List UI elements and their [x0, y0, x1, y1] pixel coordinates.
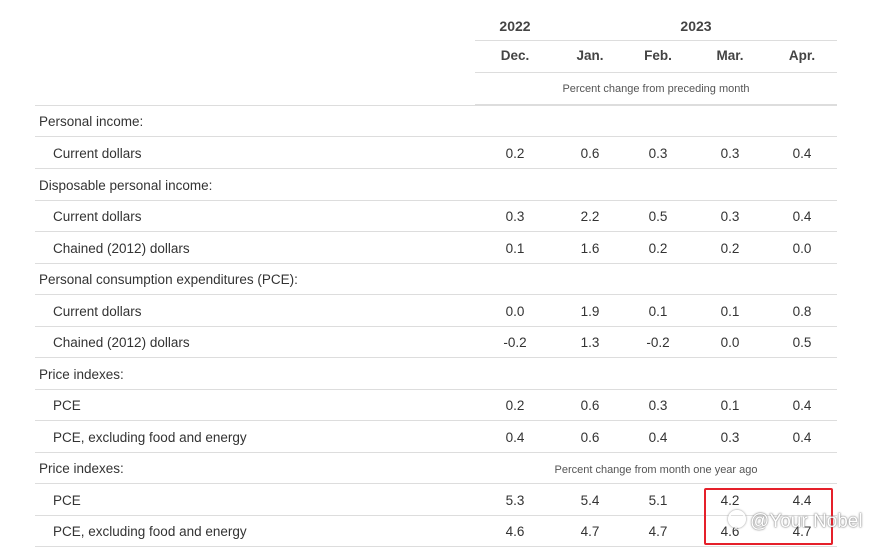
month-dec: Dec. [500, 48, 530, 63]
value-cell: 0.1 [648, 304, 668, 319]
value-cell: 0.4 [792, 398, 812, 413]
value-cell: 1.6 [580, 241, 600, 256]
value-cell: 0.2 [505, 146, 525, 161]
value-cell: 0.4 [792, 209, 812, 224]
section-row: Price indexes: [35, 453, 837, 484]
month-rule [475, 72, 837, 73]
value-cell: 1.3 [580, 335, 600, 350]
value-cell: 0.4 [505, 430, 525, 445]
row-label: Current dollars [53, 209, 142, 224]
section-label: Personal income: [39, 114, 144, 129]
table-row: PCE 5.3 5.4 5.1 4.2 4.4 [35, 485, 837, 516]
table-row: Current dollars 0.0 1.9 0.1 0.1 0.8 [35, 296, 837, 327]
value-cell: 0.6 [580, 430, 600, 445]
value-cell: 0.3 [648, 146, 668, 161]
value-cell: 0.6 [580, 398, 600, 413]
table-top-rule [35, 105, 837, 106]
value-cell: 4.7 [792, 524, 812, 539]
table-row: Current dollars 0.2 0.6 0.3 0.3 0.4 [35, 138, 837, 169]
table-row: Chained (2012) dollars -0.2 1.3 -0.2 0.0 0.5 [35, 327, 837, 358]
section-row: Price indexes: [35, 359, 837, 390]
value-cell: 4.4 [792, 493, 812, 508]
watermark: @Your Nobel [728, 510, 863, 533]
value-cell: 0.6 [580, 146, 600, 161]
table-row: Chained (2012) dollars 0.1 1.6 0.2 0.2 0.0 [35, 233, 837, 264]
month-mar: Mar. [716, 48, 744, 63]
row-label: Chained (2012) dollars [53, 241, 190, 256]
value-cell: 0.5 [792, 335, 812, 350]
value-cell: 4.7 [648, 524, 668, 539]
value-cell: 0.3 [648, 398, 668, 413]
row-label: PCE, excluding food and energy [53, 524, 247, 539]
highlight-box [704, 488, 833, 545]
section-label: Price indexes: [39, 367, 124, 382]
value-cell: 0.3 [720, 430, 740, 445]
value-cell: 0.3 [720, 146, 740, 161]
value-cell: 4.7 [580, 524, 600, 539]
value-cell: 5.4 [580, 493, 600, 508]
row-label: PCE [53, 398, 81, 413]
row-label: Current dollars [53, 146, 142, 161]
year-2023: 2023 [680, 18, 712, 34]
value-cell: 0.2 [720, 241, 740, 256]
value-cell: 0.8 [792, 304, 812, 319]
value-cell: 5.1 [648, 493, 668, 508]
row-label: PCE, excluding food and energy [53, 430, 247, 445]
value-cell: 0.1 [720, 304, 740, 319]
value-cell: 0.3 [505, 209, 525, 224]
value-cell: 0.3 [720, 209, 740, 224]
month-feb: Feb. [644, 48, 672, 63]
value-cell: 0.4 [648, 430, 668, 445]
month-jan: Jan. [576, 48, 604, 63]
camera-icon [728, 510, 746, 528]
value-cell: 0.4 [792, 430, 812, 445]
monthly-change-note: Percent change from preceding month [562, 83, 750, 95]
value-cell: -0.2 [503, 335, 527, 350]
month-apr: Apr. [788, 48, 816, 63]
section-row: Personal income: [35, 106, 837, 137]
value-cell: 0.0 [505, 304, 525, 319]
value-cell: 5.3 [505, 493, 525, 508]
year-rule [475, 40, 837, 41]
value-cell: -0.2 [646, 335, 670, 350]
value-cell: 4.6 [505, 524, 525, 539]
watermark-text: @Your Nobel [750, 511, 863, 532]
row-label: PCE [53, 493, 81, 508]
value-cell: 0.0 [720, 335, 740, 350]
value-cell: 0.0 [792, 241, 812, 256]
value-cell: 0.1 [505, 241, 525, 256]
value-cell: 4.2 [720, 493, 740, 508]
table-row: Current dollars 0.3 2.2 0.5 0.3 0.4 [35, 201, 837, 232]
yearly-change-note: Percent change from month one year ago [554, 464, 758, 476]
section-row: Disposable personal income: [35, 170, 837, 201]
value-cell: 1.9 [580, 304, 600, 319]
value-cell: 2.2 [580, 209, 600, 224]
year-2022: 2022 [499, 18, 531, 34]
table-row: PCE, excluding food and energy 0.4 0.6 0.4 0… [35, 422, 837, 453]
table-row: PCE 0.2 0.6 0.3 0.1 0.4 [35, 390, 837, 421]
value-cell: 0.2 [648, 241, 668, 256]
note-rule [475, 104, 837, 105]
value-cell: 0.2 [505, 398, 525, 413]
section-label: Personal consumption expenditures (PCE): [39, 272, 298, 287]
value-cell: 0.5 [648, 209, 668, 224]
row-label: Chained (2012) dollars [53, 335, 190, 350]
section-row: Personal consumption expenditures (PCE): [35, 264, 837, 295]
value-cell: 0.1 [720, 398, 740, 413]
value-cell: 0.4 [792, 146, 812, 161]
row-label: Current dollars [53, 304, 142, 319]
section-label: Disposable personal income: [39, 178, 213, 193]
section-label: Price indexes: [39, 461, 124, 476]
